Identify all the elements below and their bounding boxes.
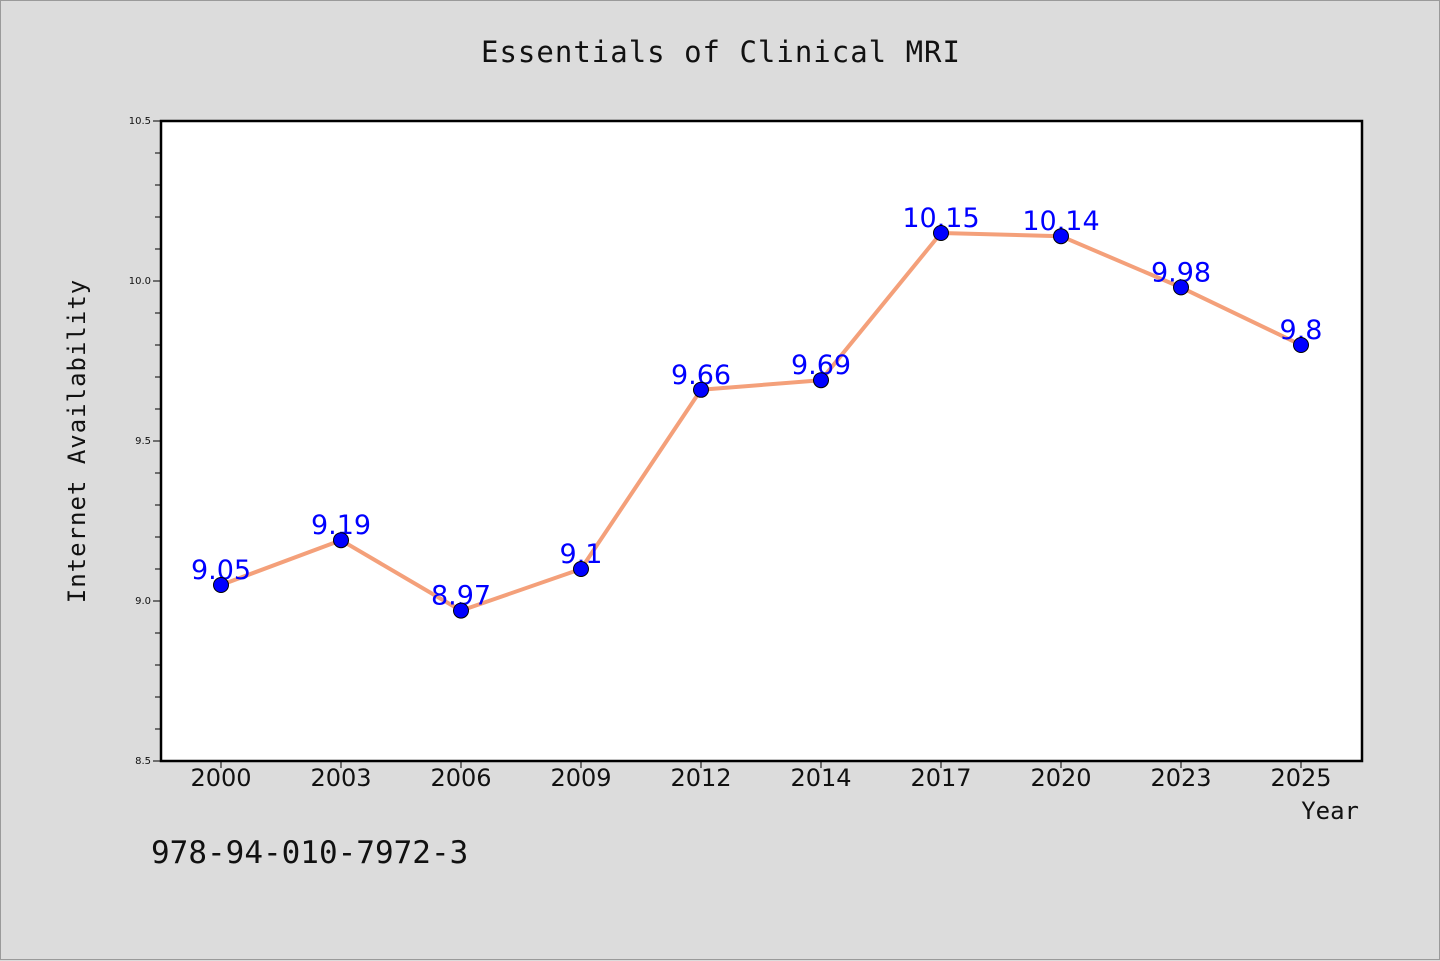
- x-tick-label: 2000: [190, 764, 251, 792]
- chart-title: Essentials of Clinical MRI: [481, 35, 961, 69]
- x-tick-label: 2023: [1150, 764, 1211, 792]
- x-axis-label: Year: [1301, 797, 1359, 825]
- x-tick-label: 2006: [430, 764, 491, 792]
- data-point: [813, 372, 829, 389]
- x-tick-label: 2003: [310, 764, 371, 792]
- data-point: [453, 602, 469, 619]
- x-tick-label: 2020: [1030, 764, 1091, 792]
- y-tick-label: 10.0: [129, 276, 151, 287]
- data-point: [1293, 337, 1309, 353]
- y-tick-label: 9.5: [135, 436, 151, 447]
- x-tick-label: 2014: [790, 764, 851, 792]
- series-line: [220, 231, 1302, 613]
- data-point: [1053, 228, 1069, 245]
- x-tick-label: 2012: [670, 764, 731, 792]
- plot-area: [159, 119, 1364, 763]
- isbn-text: 978-94-010-7972-3: [151, 835, 469, 871]
- data-point: [933, 225, 949, 241]
- y-tick-label: 8.5: [135, 756, 151, 767]
- y-tick-label: 9.0: [135, 596, 151, 607]
- data-point: [1173, 279, 1189, 296]
- y-tick-label: 10.5: [129, 116, 151, 127]
- x-tick-label: 2009: [550, 764, 611, 792]
- x-tick-label: 2025: [1270, 764, 1331, 792]
- data-point: [333, 532, 349, 549]
- data-point: [573, 561, 589, 577]
- data-point: [693, 381, 709, 398]
- data-point: [213, 577, 229, 593]
- x-tick-label: 2017: [910, 764, 971, 792]
